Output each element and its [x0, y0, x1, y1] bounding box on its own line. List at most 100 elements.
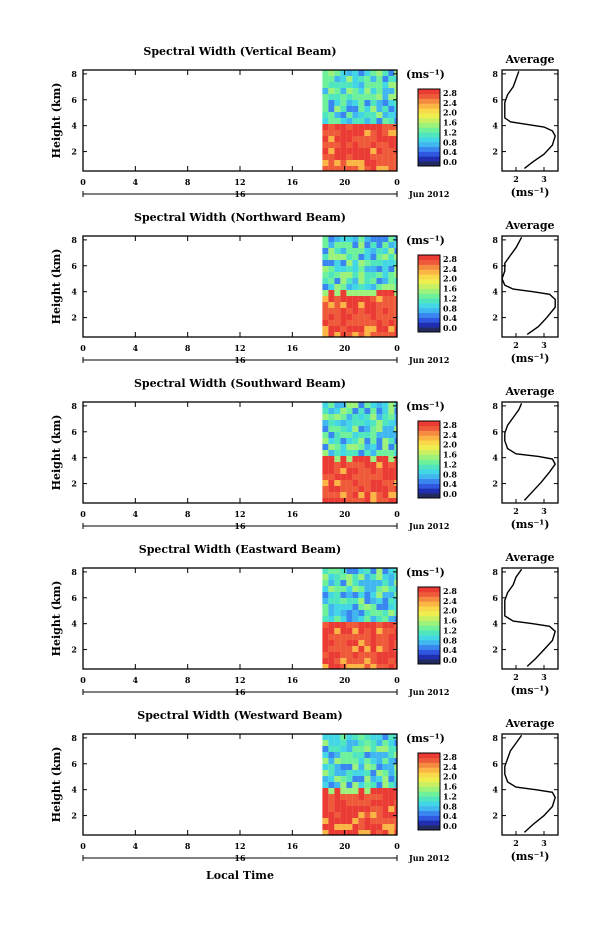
average-y-tick-label: 2	[492, 645, 498, 655]
heatmap-cell	[352, 272, 359, 278]
heatmap-cell	[340, 616, 347, 622]
heatmap-cell	[322, 100, 329, 106]
average-profile-line	[501, 236, 556, 335]
heatmap-cell	[322, 408, 329, 414]
heatmap-cell	[364, 278, 371, 284]
heatmap-cell	[346, 830, 353, 835]
heatmap-cell	[358, 580, 365, 586]
heatmap-cell	[334, 166, 341, 171]
heatmap-cell	[340, 770, 347, 776]
average-x-tick-label: 3	[541, 672, 547, 682]
colorbar-segment	[418, 786, 440, 792]
heatmap-cell	[340, 254, 347, 260]
colorbar-segment	[418, 615, 440, 621]
heatmap-cell	[388, 776, 395, 782]
heatmap-cell	[334, 640, 341, 646]
heatmap-cell	[364, 426, 371, 432]
heatmap-cell	[358, 166, 365, 171]
colorbar-segment	[418, 303, 440, 309]
x-tick-label: 16	[287, 343, 299, 353]
heatmap-cell	[376, 818, 383, 824]
heatmap-cell	[388, 764, 395, 770]
heatmap-cell	[334, 402, 341, 408]
heatmap-cell	[388, 752, 395, 758]
heatmap-cell	[340, 450, 347, 456]
heatmap-cell	[346, 408, 353, 414]
heatmap-cell	[376, 426, 383, 432]
y-tick-label: 8	[71, 235, 77, 245]
heatmap-cell	[358, 266, 365, 272]
colorbar-segment	[418, 767, 440, 773]
heatmap-cell	[394, 574, 397, 580]
heatmap-cell	[364, 734, 371, 740]
heatmap-cell	[322, 426, 329, 432]
heatmap-cell	[340, 818, 347, 824]
heatmap-cell	[328, 296, 335, 302]
heatmap-cell	[370, 314, 377, 320]
heatmap-cell	[352, 776, 359, 782]
heatmap-cell	[352, 658, 359, 664]
heatmap-cell	[382, 592, 389, 598]
heatmap-cell	[358, 106, 365, 112]
heatmap-cell	[340, 94, 347, 100]
heatmap-cell	[382, 94, 389, 100]
heatmap-cell	[346, 248, 353, 254]
colorbar-segment	[418, 601, 440, 607]
heatmap-cell	[364, 498, 371, 503]
heatmap-cell	[334, 420, 341, 426]
heatmap-cell	[322, 800, 329, 806]
y-tick-label: 8	[71, 733, 77, 743]
heatmap-cell	[346, 770, 353, 776]
heatmap-cell	[340, 492, 347, 498]
heatmap-cell	[376, 450, 383, 456]
heatmap-cell	[322, 770, 329, 776]
colorbar-segment	[418, 620, 440, 626]
heatmap-cell	[382, 734, 389, 740]
heatmap-cell	[364, 112, 371, 118]
heatmap-cell	[370, 640, 377, 646]
heatmap-cell	[334, 118, 341, 124]
x-tick-label: 12	[234, 177, 245, 187]
heatmap-cell	[322, 444, 329, 450]
heatmap-cell	[364, 100, 371, 106]
heatmap-cell	[328, 664, 335, 669]
heatmap-cell	[346, 242, 353, 248]
heatmap-cell	[388, 456, 395, 462]
heatmap-cell	[376, 296, 383, 302]
heatmap-cell	[322, 640, 329, 646]
heatmap-cell	[352, 492, 359, 498]
heatmap-cell	[376, 734, 383, 740]
heatmap-cell	[388, 468, 395, 474]
heatmap-cell	[376, 118, 383, 124]
heatmap-cell	[388, 402, 395, 408]
colorbar-unit: (ms⁻¹)	[406, 400, 445, 413]
colorbar-segment	[418, 815, 440, 821]
heatmap-cell	[364, 586, 371, 592]
average-y-tick-label: 6	[492, 427, 498, 437]
average-x-tick-label: 3	[541, 174, 547, 184]
x-tick-label: 8	[185, 675, 191, 685]
heatmap-cell	[358, 242, 365, 248]
heatmap-cell	[364, 118, 371, 124]
heatmap-cell	[394, 734, 397, 740]
heatmap-cell	[334, 124, 341, 130]
heatmap-cell	[370, 242, 377, 248]
x-tick-label: 20	[339, 177, 351, 187]
heatmap-cell	[334, 426, 341, 432]
heatmap-cell	[334, 812, 341, 818]
colorbar-segment	[418, 805, 440, 812]
heatmap-cell	[328, 94, 335, 100]
heatmap-cell	[352, 402, 359, 408]
heatmap-cell	[376, 468, 383, 474]
heatmap-cell	[346, 806, 353, 812]
heatmap-cell	[370, 332, 377, 337]
heatmap-cell	[346, 568, 353, 574]
heatmap-cell	[358, 450, 365, 456]
heatmap-cell	[340, 468, 347, 474]
heatmap-cell	[382, 664, 389, 669]
heatmap-cell	[352, 266, 359, 272]
heatmap-cell	[388, 824, 395, 830]
heatmap-cell	[376, 634, 383, 640]
colorbar-segment	[418, 156, 440, 162]
heatmap-cell	[388, 408, 395, 414]
